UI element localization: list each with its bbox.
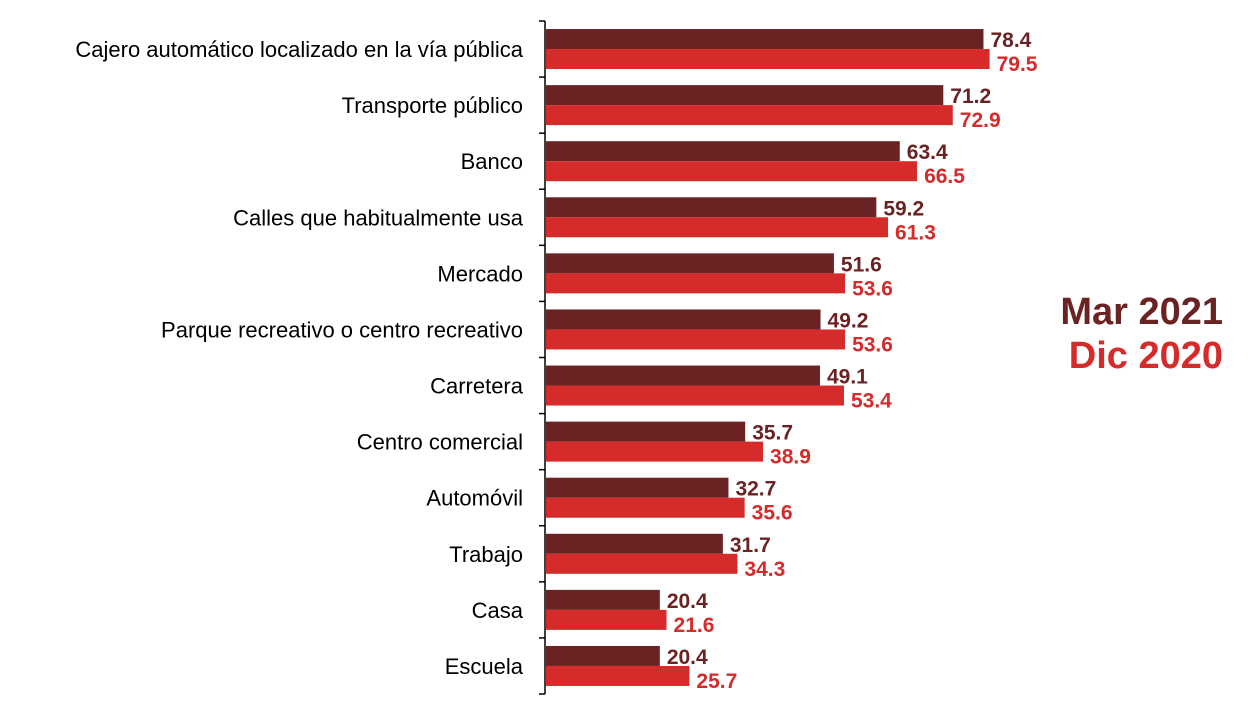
- value-label-dic-2020-casa: 21.6: [674, 614, 715, 637]
- bar-dic-2020-casa: [546, 609, 667, 630]
- bar-mar-2021-transporte-publico: [546, 85, 944, 106]
- value-label-mar-2021-casa: 20.4: [667, 590, 708, 613]
- value-label-mar-2021-centro-comercial: 35.7: [752, 422, 793, 445]
- value-label-dic-2020-automovil: 35.6: [752, 502, 793, 525]
- bar-mar-2021-automovil: [546, 477, 729, 498]
- bar-dic-2020-trabajo: [546, 553, 738, 574]
- bar-mar-2021-cajero-automatico-localizado-en-la-via-publica: [546, 29, 984, 50]
- bar-mar-2021-calles-que-habitualmente-usa: [546, 197, 877, 218]
- bar-dic-2020-automovil: [546, 497, 745, 518]
- legend: Mar 2021 Dic 2020: [1060, 290, 1223, 378]
- category-label-transporte-publico: Transporte público: [342, 93, 523, 118]
- y-axis: [539, 20, 546, 695]
- value-label-mar-2021-transporte-publico: 71.2: [950, 85, 991, 108]
- bar-dic-2020-banco: [546, 161, 918, 182]
- value-label-dic-2020-cajero-automatico-localizado-en-la-via-publica: 79.5: [997, 53, 1038, 76]
- category-label-mercado: Mercado: [437, 261, 523, 286]
- category-label-centro-comercial: Centro comercial: [357, 430, 523, 455]
- bar-mar-2021-trabajo: [546, 533, 723, 554]
- value-label-dic-2020-calles-que-habitualmente-usa: 61.3: [895, 221, 936, 244]
- value-label-dic-2020-centro-comercial: 38.9: [770, 446, 811, 469]
- value-label-mar-2021-mercado: 51.6: [841, 253, 882, 276]
- bar-dic-2020-cajero-automatico-localizado-en-la-via-publica: [546, 49, 990, 70]
- value-label-mar-2021-carretera: 49.1: [827, 366, 868, 389]
- value-label-dic-2020-mercado: 53.6: [852, 277, 893, 300]
- bar-dic-2020-transporte-publico: [546, 105, 953, 126]
- category-label-cajero-automatico-localizado-en-la-via-publica: Cajero automático localizado en la vía p…: [75, 37, 523, 62]
- legend-item-dic-2020: Dic 2020: [1068, 335, 1223, 377]
- category-label-calles-que-habitualmente-usa: Calles que habitualmente usa: [233, 205, 524, 230]
- value-label-mar-2021-automovil: 32.7: [735, 478, 776, 501]
- category-label-escuela: Escuela: [445, 654, 524, 679]
- value-label-dic-2020-transporte-publico: 72.9: [960, 109, 1001, 132]
- bars: [546, 29, 990, 686]
- legend-item-mar-2021: Mar 2021: [1060, 291, 1223, 333]
- category-label-automovil: Automóvil: [426, 486, 523, 511]
- bar-dic-2020-escuela: [546, 665, 690, 686]
- category-labels: Cajero automático localizado en la vía p…: [75, 37, 523, 679]
- value-label-mar-2021-cajero-automatico-localizado-en-la-via-publica: 78.4: [990, 29, 1031, 52]
- value-label-dic-2020-parque-recreativo-o-centro-recreativo: 53.6: [852, 333, 893, 356]
- bar-mar-2021-banco: [546, 141, 900, 162]
- bar-mar-2021-mercado: [546, 253, 834, 274]
- value-label-mar-2021-trabajo: 31.7: [730, 534, 771, 557]
- value-label-dic-2020-trabajo: 34.3: [744, 558, 785, 581]
- value-label-dic-2020-carretera: 53.4: [851, 390, 892, 413]
- value-label-mar-2021-parque-recreativo-o-centro-recreativo: 49.2: [828, 309, 869, 332]
- bar-mar-2021-casa: [546, 589, 660, 610]
- category-label-banco: Banco: [461, 149, 523, 174]
- bar-mar-2021-carretera: [546, 365, 820, 386]
- category-label-trabajo: Trabajo: [449, 542, 523, 567]
- bar-dic-2020-mercado: [546, 273, 846, 294]
- bar-dic-2020-carretera: [546, 385, 844, 406]
- bar-dic-2020-calles-que-habitualmente-usa: [546, 217, 889, 238]
- value-label-dic-2020-escuela: 25.7: [696, 670, 737, 693]
- bar-mar-2021-escuela: [546, 645, 660, 666]
- bar-dic-2020-centro-comercial: [546, 441, 764, 462]
- bar-mar-2021-parque-recreativo-o-centro-recreativo: [546, 309, 821, 330]
- bar-dic-2020-parque-recreativo-o-centro-recreativo: [546, 329, 846, 350]
- category-label-casa: Casa: [472, 598, 524, 623]
- value-label-dic-2020-banco: 66.5: [924, 165, 965, 188]
- value-label-mar-2021-banco: 63.4: [907, 141, 948, 164]
- value-label-mar-2021-calles-que-habitualmente-usa: 59.2: [883, 197, 924, 220]
- value-label-mar-2021-escuela: 20.4: [667, 646, 708, 669]
- bar-mar-2021-centro-comercial: [546, 421, 746, 442]
- category-label-carretera: Carretera: [430, 374, 524, 399]
- value-labels: 78.479.571.272.963.466.559.261.351.653.6…: [667, 29, 1038, 693]
- category-label-parque-recreativo-o-centro-recreativo: Parque recreativo o centro recreativo: [161, 317, 523, 342]
